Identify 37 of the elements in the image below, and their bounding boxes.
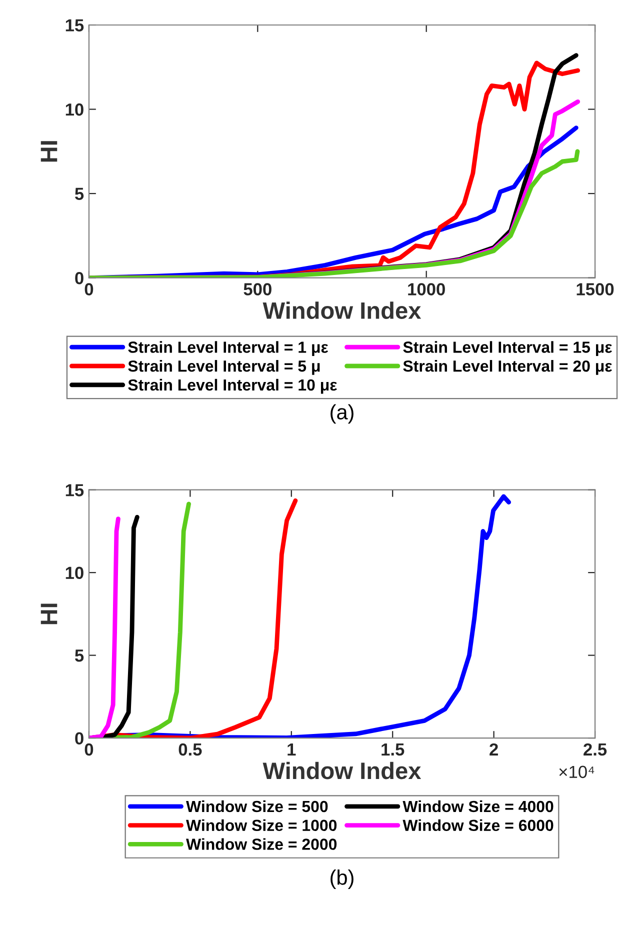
- legend-label: Strain Level Interval = 5 μ: [128, 360, 320, 375]
- text: ×10⁴: [559, 766, 594, 778]
- x-tick-label: 0.5: [178, 743, 202, 756]
- x-tick-label: 500: [244, 283, 272, 296]
- y-tick-label: 5: [74, 188, 84, 200]
- text: (b): [330, 870, 354, 889]
- legend-label: Window Size = 500: [186, 800, 328, 812]
- y-tick-label: 15: [66, 484, 84, 496]
- legend-label: Strain Level Interval = 20 με: [403, 360, 612, 375]
- legend-label: Strain Level Interval = 15 με: [403, 341, 612, 356]
- x-tick-label: 1500: [576, 283, 614, 296]
- line-series: [88, 149, 580, 278]
- legend-label: Window Size = 4000: [402, 800, 554, 812]
- legend-label: Window Size = 1000: [186, 819, 337, 832]
- x-tick-label: 2: [490, 743, 498, 756]
- y-tick-label: 10: [66, 103, 84, 116]
- y-tick-label: 15: [66, 19, 84, 32]
- x-tick-label: 1.5: [382, 744, 404, 756]
- x-axis-title: Window Index: [262, 302, 422, 319]
- text: (a): [330, 404, 354, 424]
- legend-label: Window Size = 2000: [186, 838, 337, 850]
- x-tick-label: 2.5: [584, 743, 607, 756]
- x-tick-label: 0: [84, 283, 94, 296]
- legend-label: Strain Level Interval = 10 με: [128, 378, 337, 394]
- y-axis-title: HI: [40, 604, 58, 624]
- y-tick-label: 0: [75, 732, 84, 744]
- x-tick-label: 0: [84, 743, 94, 756]
- x-tick-label: 1000: [408, 283, 445, 296]
- legend-label: Strain Level Interval = 1 με: [128, 341, 328, 356]
- y-axis-title: HI: [40, 141, 58, 162]
- y-tick-label: 0: [75, 272, 84, 284]
- x-tick-label: 1: [288, 744, 296, 756]
- y-tick-label: 10: [66, 566, 84, 580]
- legend-label: Window Size = 6000: [402, 819, 554, 832]
- y-tick-label: 5: [74, 650, 84, 662]
- line-series: [88, 516, 120, 738]
- x-axis-title: Window Index: [262, 762, 422, 780]
